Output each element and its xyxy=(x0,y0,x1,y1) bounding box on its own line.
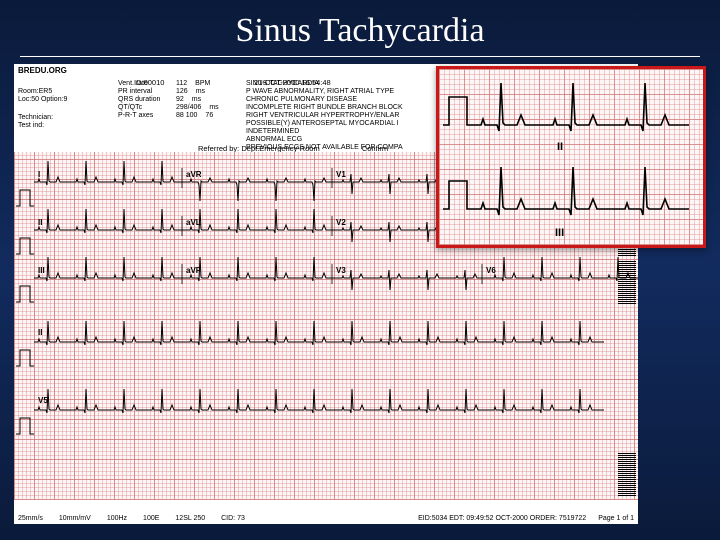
footer-left: 25mm/s 10mm/mV 100Hz 100E 12SL 250 CID: … xyxy=(18,515,245,522)
diag-line: INDETERMINED xyxy=(246,128,456,136)
lead-lbl: aVL xyxy=(186,218,201,227)
lead-lbl: III xyxy=(38,266,45,275)
metric-lbl: QT/QTc xyxy=(118,104,172,112)
metric-val: 92 xyxy=(176,96,184,104)
room-line: Room:ER5 xyxy=(18,88,110,96)
slide-title: Sinus Tachycardia xyxy=(0,0,720,56)
footer-item: EID:5034 EDT: 09:49:52 OCT-2000 ORDER: 7… xyxy=(418,515,586,522)
footer-item: CID: 73 xyxy=(221,515,245,522)
tech-line: Technician: xyxy=(18,114,110,122)
metric-lbl: PR interval xyxy=(118,88,172,96)
footer-item: 100E xyxy=(143,515,159,522)
metric-val: 88 100 xyxy=(176,112,197,120)
diag-line: CHRONIC PULMONARY DISEASE xyxy=(246,96,456,104)
footer-item: 10mm/mV xyxy=(59,515,91,522)
lead-lbl: V2 xyxy=(336,218,346,227)
metric-unit: ms xyxy=(192,96,201,104)
lead-lbl: aVR xyxy=(186,170,202,179)
source-tag: BREDU.ORG xyxy=(18,66,67,75)
lead-lbl: II xyxy=(38,328,42,337)
metric-val: 112 xyxy=(176,80,187,88)
date-line: 21-OCT-2000 16:54:48 xyxy=(254,78,331,87)
diag-line: P WAVE ABNORMALITY, RIGHT ATRIAL TYPE xyxy=(246,88,456,96)
footer-item: 100Hz xyxy=(107,515,127,522)
metric-unit: 76 xyxy=(205,112,213,120)
inset-zoom: II III xyxy=(436,66,706,248)
metric-unit: ms xyxy=(209,104,218,112)
metric-unit: ms xyxy=(196,88,205,96)
lead-lbl: V6 xyxy=(486,266,496,275)
metric-val: 298/406 xyxy=(176,104,201,112)
testind-line: Test ind: xyxy=(18,122,110,130)
lead-lbl: V1 xyxy=(336,170,346,179)
id-line: ID:00010 xyxy=(134,78,164,87)
footer-item: 12SL 250 xyxy=(175,515,205,522)
barcode-icon xyxy=(618,452,636,496)
diag-line: POSSIBLE(Y) ANTEROSEPTAL MYOCARDIAL I xyxy=(246,120,456,128)
metric-lbl: P-R-T axes xyxy=(118,112,172,120)
diag-line: INCOMPLETE RIGHT BUNDLE BRANCH BLOCK xyxy=(246,104,456,112)
lead-lbl: II xyxy=(38,218,42,227)
metric-unit: BPM xyxy=(195,80,210,88)
lead-lbl: I xyxy=(38,170,40,179)
footer-item: 25mm/s xyxy=(18,515,43,522)
inset-lead-label: III xyxy=(555,227,564,239)
barcode-icon xyxy=(618,260,636,304)
diag-line: RIGHT VENTRICULAR HYPERTROPHY/ENLAR xyxy=(246,112,456,120)
metric-val: 126 xyxy=(176,88,188,96)
lead-lbl: V5 xyxy=(38,396,48,405)
footer-item: Page 1 of 1 xyxy=(598,515,634,522)
metric-lbl: QRS duration xyxy=(118,96,172,104)
loc-line: Loc:50 Option:9 xyxy=(18,96,110,104)
title-underline xyxy=(20,56,700,57)
lead-lbl: aVF xyxy=(186,266,201,275)
footer-right: EID:5034 EDT: 09:49:52 OCT-2000 ORDER: 7… xyxy=(418,515,634,522)
lead-lbl: V3 xyxy=(336,266,346,275)
inset-lead-label: II xyxy=(557,141,563,153)
inset-svg xyxy=(439,69,703,245)
